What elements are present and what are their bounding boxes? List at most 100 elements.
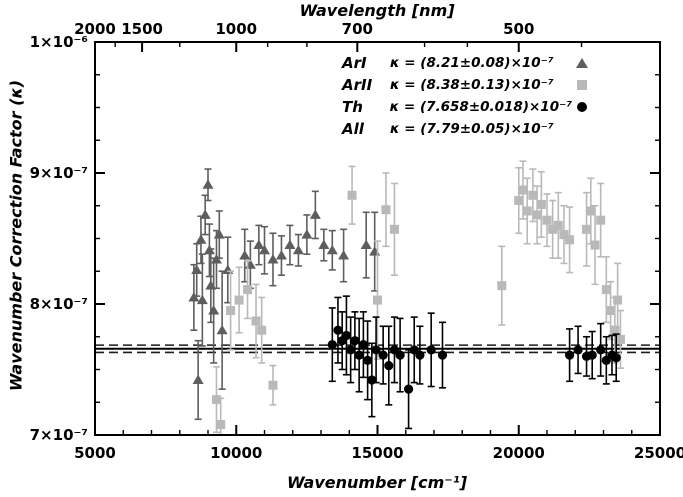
data-point-triangle <box>326 244 338 255</box>
data-point-square <box>257 325 267 335</box>
data-point-triangle <box>222 264 234 274</box>
legend: ArI κ = (8.21±0.08)×10⁻⁷ ArII κ = (8.38±0.1… <box>342 52 592 140</box>
data-point-square <box>522 206 532 216</box>
data-point-square <box>553 220 563 230</box>
data-point-circle <box>565 350 575 360</box>
data-point-circle <box>350 336 360 346</box>
legend-series-name: ArI <box>342 54 367 72</box>
y-tick-label: 9×10⁻⁷ <box>30 164 88 182</box>
tick-labels: 5000 10000 15000 20000 25000 7×10⁻⁷ 8×10⁻⁷ 9×10… <box>30 20 683 462</box>
data-point-triangle <box>338 250 350 260</box>
data-point-triangle <box>202 179 214 189</box>
y-tick-label: 1×10⁻⁶ <box>30 33 88 51</box>
square-marker-icon <box>572 80 592 90</box>
data-point-circle <box>611 353 621 363</box>
data-point-circle <box>573 345 583 355</box>
data-point-square <box>243 285 253 295</box>
data-point-square <box>347 190 357 200</box>
data-point-triangle <box>192 374 204 384</box>
data-point-circle <box>341 330 352 341</box>
data-point-circle <box>596 345 606 355</box>
circle-icon <box>577 102 588 112</box>
data-point-triangle <box>275 250 287 260</box>
triangle-marker-icon <box>572 58 592 68</box>
data-point-circle <box>358 340 368 350</box>
data-point-circle <box>384 360 394 371</box>
data-point-triangle <box>360 239 372 250</box>
legend-row: ArI κ = (8.21±0.08)×10⁻⁷ <box>342 52 592 74</box>
data-point-circle <box>426 345 436 355</box>
data-point-circle <box>415 350 425 360</box>
data-point-square <box>389 224 399 234</box>
data-point-circle <box>333 325 343 335</box>
data-point-circle <box>354 350 364 360</box>
data-point-square <box>601 285 611 295</box>
data-point-triangle <box>253 239 265 250</box>
x-tick-label: 5000 <box>74 444 116 462</box>
top-tick-label: 1500 <box>121 20 163 38</box>
data-point-square <box>373 295 382 305</box>
top-axis-title: Wavelength [nm] <box>299 1 455 20</box>
legend-row: Th κ = (7.658±0.018)×10⁻⁷ <box>342 96 592 118</box>
data-point-square <box>268 380 278 390</box>
series-ArI <box>188 168 381 421</box>
data-point-circle <box>395 350 405 360</box>
circle-marker-icon <box>572 102 592 112</box>
legend-series-name: All <box>342 120 364 138</box>
data-point-triangle <box>318 239 330 250</box>
data-point-square <box>565 235 575 245</box>
legend-kappa-value: κ = (7.79±0.05)×10⁻⁷ <box>390 121 554 137</box>
square-icon <box>577 80 587 90</box>
x-tick-label: 10000 <box>210 444 262 462</box>
data-point-triangle <box>216 324 228 335</box>
x-axis-title: Wavenumber [cm⁻¹] <box>286 473 468 492</box>
data-point-square <box>596 215 606 225</box>
data-point-triangle <box>301 229 313 239</box>
y-tick-label: 8×10⁻⁷ <box>30 295 88 313</box>
data-point-triangle <box>195 234 207 244</box>
data-point-square <box>590 240 600 250</box>
data-point-triangle <box>208 305 220 315</box>
data-point-circle <box>437 350 448 360</box>
data-point-square <box>381 205 391 215</box>
data-point-circle <box>378 350 388 360</box>
data-point-square <box>610 325 620 335</box>
data-point-square <box>234 295 244 305</box>
data-point-square <box>497 281 507 291</box>
triangle-icon <box>576 58 588 68</box>
data-point-square <box>613 295 623 305</box>
data-point-square <box>226 306 236 316</box>
legend-kappa-value: κ = (7.658±0.018)×10⁻⁷ <box>389 99 573 115</box>
y-axis-title: Wavenumber Correction Factor (κ) <box>6 79 26 392</box>
data-point-square <box>586 206 596 216</box>
minor-ticks <box>95 42 660 435</box>
series-ArII <box>211 160 625 435</box>
data-point-circle <box>363 355 373 365</box>
x-tick-label: 20000 <box>493 444 545 462</box>
data-point-circle <box>346 345 356 355</box>
data-point-circle <box>587 350 597 360</box>
data-point-triangle <box>259 244 270 255</box>
data-point-square <box>532 210 542 220</box>
data-point-square <box>518 185 528 195</box>
data-point-triangle <box>369 246 381 256</box>
data-point-triangle <box>213 229 225 239</box>
data-point-square <box>559 230 569 240</box>
data-point-triangle <box>199 209 211 219</box>
data-point-triangle <box>267 253 279 264</box>
legend-series-name: Th <box>342 98 363 116</box>
data-point-circle <box>371 345 381 355</box>
data-point-triangle <box>309 209 321 219</box>
data-point-triangle <box>191 264 203 274</box>
data-point-square <box>216 420 226 430</box>
data-point-square <box>582 224 592 234</box>
top-tick-label: 700 <box>342 20 373 38</box>
top-tick-label: 500 <box>503 20 534 38</box>
data-point-square <box>548 224 558 234</box>
data-point-circle <box>403 384 414 394</box>
y-tick-label: 7×10⁻⁷ <box>30 426 88 444</box>
legend-row: ArII κ = (8.38±0.13)×10⁻⁷ <box>342 74 592 96</box>
legend-series-name: ArII <box>342 76 373 94</box>
